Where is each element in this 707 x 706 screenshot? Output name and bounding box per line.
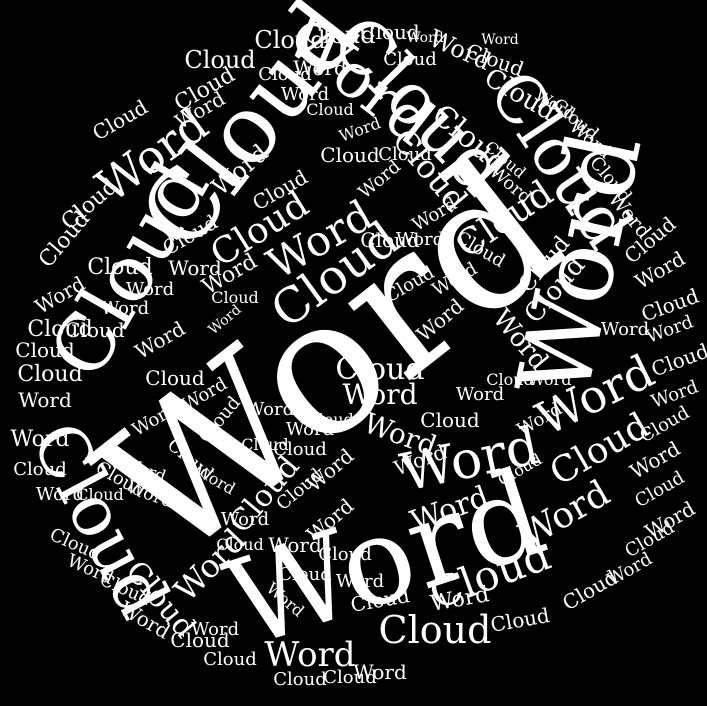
cloud-word-text: Word bbox=[168, 256, 222, 280]
cloud-word-text: Word bbox=[10, 427, 70, 452]
cloud-cloud-text: Cloud bbox=[378, 608, 492, 652]
cloud-cloud-text: Cloud bbox=[254, 26, 326, 54]
cloud-word-text: Word bbox=[18, 388, 72, 412]
cloud-cloud-text: Cloud bbox=[488, 603, 552, 637]
cloud-cloud-text: Cloud bbox=[360, 228, 420, 252]
cloud-cloud-text: Cloud bbox=[647, 338, 707, 382]
cloud-word-text: Word bbox=[35, 484, 85, 505]
cloud-cloud-text: Cloud bbox=[27, 317, 93, 342]
cloud-word-text: Word bbox=[280, 84, 330, 105]
cloud-cloud-text: Cloud bbox=[87, 255, 153, 280]
cloud-cloud-text: Cloud bbox=[304, 21, 376, 49]
cloud-cloud-text: Cloud bbox=[273, 669, 327, 690]
cloud-cloud-text: Cloud bbox=[17, 362, 83, 387]
cloud-cloud-text: Cloud bbox=[76, 485, 124, 504]
cloud-cloud-text: Cloud bbox=[378, 144, 432, 165]
cloud-cloud-text: Cloud bbox=[15, 338, 75, 362]
cloud-word-text: Word bbox=[190, 619, 240, 640]
cloud-word-text: Word bbox=[406, 30, 444, 46]
cloud-cloud-text: Cloud bbox=[383, 49, 437, 70]
cloud-cloud-text: Cloud bbox=[13, 459, 67, 480]
cloud-word-text: Word bbox=[335, 571, 385, 592]
cloud-word-text: Word bbox=[220, 509, 270, 530]
cloud-word-text: Word bbox=[285, 419, 335, 440]
cloud-cloud-text: Cloud bbox=[486, 370, 534, 389]
cloud-word-text: Word bbox=[353, 660, 407, 684]
cloud-word-text: Word bbox=[342, 378, 418, 411]
cloud-word-text: Word bbox=[264, 635, 356, 675]
cloud-cloud-text: Cloud bbox=[306, 410, 354, 429]
cloud-cloud-text: Cloud bbox=[241, 435, 289, 454]
cloud-cloud-text: Cloud bbox=[216, 535, 264, 554]
cloud-cloud-text: Cloud bbox=[65, 318, 125, 342]
cloud-cloud-text: Cloud bbox=[318, 544, 372, 565]
cloud-cloud-text: Cloud bbox=[306, 100, 354, 119]
cloud-cloud-text: Cloud bbox=[273, 439, 327, 460]
cloud-cloud-text: Cloud bbox=[278, 564, 332, 585]
cloud-cloud-text: Cloud bbox=[323, 667, 377, 688]
cloud-word-text: Word bbox=[245, 399, 295, 420]
cloud-cloud-text: Cloud bbox=[203, 649, 257, 670]
cloud-cloud-text: Cloud bbox=[184, 46, 256, 74]
cloud-word-text: Word bbox=[336, 113, 384, 146]
cloud-word-text: Word bbox=[395, 229, 445, 250]
cloud-cloud-text: Cloud bbox=[420, 408, 480, 432]
cloud-word-text: Word bbox=[481, 32, 519, 48]
cloud-cloud-text: Cloud bbox=[170, 628, 230, 652]
cloud-word-text: Word bbox=[528, 370, 572, 389]
cloud-word-text: Word bbox=[125, 279, 175, 300]
cloud-word-text: Word bbox=[100, 298, 150, 319]
cloud-cloud-text: Cloud bbox=[335, 352, 425, 387]
cloud-cloud-text: Cloud bbox=[211, 288, 259, 307]
cloud-word-text: Word bbox=[600, 319, 650, 340]
cloud-word-text: Word bbox=[268, 533, 322, 557]
cloud-cloud-text: Cloud bbox=[145, 366, 205, 390]
cloud-word-text: Word bbox=[293, 56, 347, 80]
cloud-word-text: Word bbox=[455, 384, 505, 405]
cloud-cloud-text: Cloud bbox=[320, 143, 380, 167]
cloud-cloud-text: Cloud bbox=[360, 20, 420, 44]
cloud-cloud-text: Cloud bbox=[258, 64, 312, 85]
